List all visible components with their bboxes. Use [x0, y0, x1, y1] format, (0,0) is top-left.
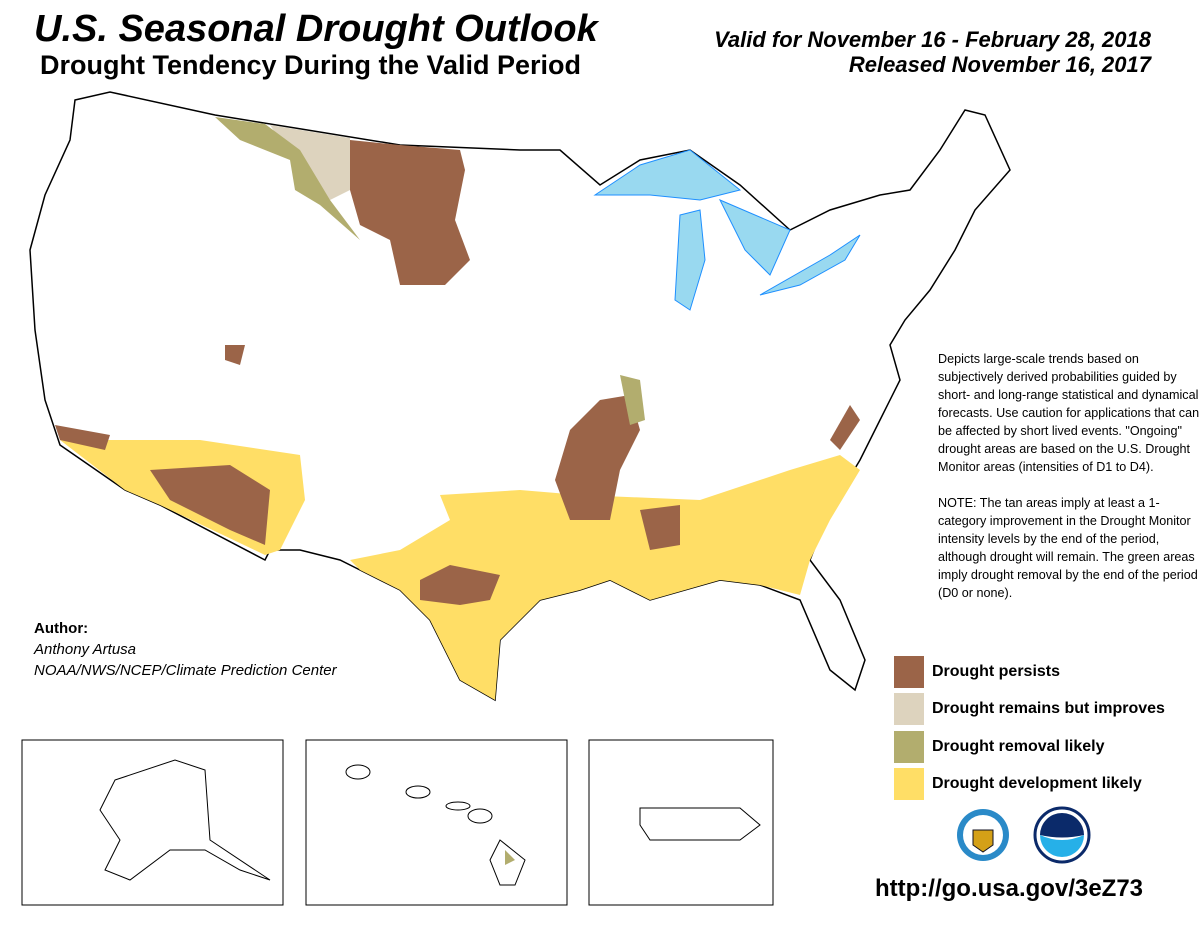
short-url-link[interactable]: http://go.usa.gov/3eZ73 [875, 875, 1144, 902]
author-block: Author: Anthony Artusa NOAA/NWS/NCEP/Cli… [34, 618, 337, 681]
hawaii-inset [305, 739, 568, 906]
legend-label: Drought removal likely [932, 738, 1105, 755]
development-south [350, 455, 860, 700]
drought-persists-areas [55, 140, 860, 605]
lake-huron [718, 199, 791, 276]
drought-removal-montana [215, 117, 360, 240]
drought-removal-illinois [620, 375, 645, 425]
alaska-outline [99, 759, 271, 881]
commerce-seal-logo [957, 809, 1009, 861]
author-name: Anthony Artusa [34, 641, 137, 658]
legend-swatch [894, 656, 924, 688]
persists-socal [55, 425, 110, 450]
author-heading: Author: [34, 620, 89, 637]
lake-michigan [674, 209, 706, 311]
persists-northern-plains [350, 140, 470, 285]
legend-swatch [894, 768, 924, 800]
legend-item-development: Drought development likely [894, 768, 1142, 800]
map-subtitle: Drought Tendency During the Valid Period [40, 50, 582, 80]
valid-period: Valid for November 16 - February 28, 201… [714, 27, 1151, 52]
lake-erie-ontario [759, 234, 861, 296]
persists-arizona [150, 465, 270, 545]
legend-swatch [894, 731, 924, 763]
persists-arkansas [555, 395, 640, 520]
explanatory-notes: Depicts large-scale trends based on subj… [938, 350, 1199, 620]
legend-swatch [894, 693, 924, 725]
legend-item-persists: Drought persists [894, 656, 1060, 688]
hawaii-removal-area [505, 850, 515, 865]
legend-item-improves: Drought remains but improves [894, 693, 1165, 725]
persists-texas [420, 565, 500, 605]
persists-nc [830, 405, 860, 450]
release-date: Released November 16, 2017 [848, 52, 1151, 77]
puerto-rico-outline [639, 807, 761, 841]
legend-item-removal: Drought removal likely [894, 731, 1105, 763]
legend-label: Drought persists [932, 663, 1061, 680]
great-lakes [593, 149, 861, 311]
lake-superior [593, 149, 742, 201]
map-title: U.S. Seasonal Drought Outlook [34, 8, 598, 50]
author-org: NOAA/NWS/NCEP/Climate Prediction Center [34, 662, 337, 679]
noaa-logo [1033, 806, 1091, 864]
notes-paragraph-2: NOTE: The tan areas imply at least a 1-c… [938, 496, 1198, 600]
legend-label: Drought remains but improves [932, 700, 1165, 717]
notes-paragraph-1: Depicts large-scale trends based on subj… [938, 352, 1199, 474]
persists-utah [225, 345, 245, 365]
legend-label: Drought development likely [932, 775, 1142, 792]
persists-southeast [640, 505, 680, 550]
